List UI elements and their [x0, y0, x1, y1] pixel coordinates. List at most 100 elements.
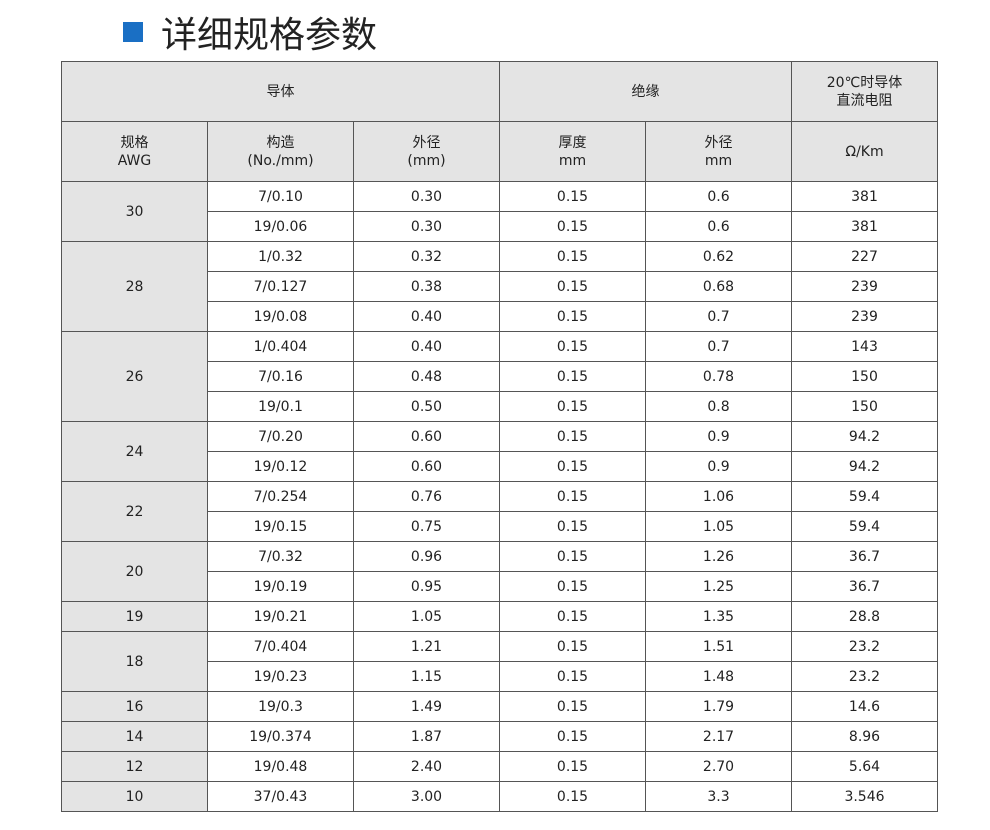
- data-cell: 19/0.23: [207, 661, 354, 692]
- data-cell: 0.15: [499, 541, 646, 572]
- data-row: 19/0.12 0.60 0.15 0.9 94.2: [62, 451, 938, 482]
- data-cell: 0.76: [353, 481, 500, 512]
- awg-cell: 24: [61, 421, 208, 482]
- data-cell: 1.49: [353, 691, 500, 722]
- cell-line: AWG: [117, 152, 152, 169]
- data-cell: 1.05: [645, 511, 792, 542]
- header-row: 导体 绝缘 20℃时导体 直流电阻: [61, 61, 938, 122]
- data-cell: 0.15: [499, 181, 646, 212]
- awg-cell: 22: [61, 481, 208, 542]
- data-cell: 7/0.10: [207, 181, 354, 212]
- cell-line: 导体: [266, 83, 295, 100]
- awg-cell: 26: [61, 331, 208, 422]
- cell-line: mm: [558, 152, 587, 169]
- data-cell: 381: [791, 211, 938, 242]
- data-cell: 1.15: [353, 661, 500, 692]
- header-cell: 20℃时导体 直流电阻: [791, 61, 938, 122]
- data-cell: 0.60: [353, 451, 500, 482]
- data-cell: 150: [791, 391, 938, 422]
- data-cell: 0.15: [499, 571, 646, 602]
- data-cell: 0.68: [645, 271, 792, 302]
- header-cell: 外径 (mm): [353, 121, 500, 182]
- data-cell: 0.8: [645, 391, 792, 422]
- data-cell: 19/0.19: [207, 571, 354, 602]
- data-cell: 0.78: [645, 361, 792, 392]
- data-cell: 36.7: [791, 571, 938, 602]
- data-cell: 0.15: [499, 721, 646, 752]
- data-cell: 19/0.48: [207, 751, 354, 782]
- data-row: 18 7/0.404 1.21 0.15 1.51 23.2: [61, 631, 938, 692]
- data-cell: 0.9: [645, 421, 792, 452]
- data-cell: 1.51: [645, 631, 792, 662]
- data-cell: 0.96: [353, 541, 500, 572]
- data-row: 28 1/0.32 0.32 0.15 0.62 227: [61, 241, 938, 332]
- cell-line: 绝缘: [631, 83, 660, 100]
- data-cell: 19/0.374: [207, 721, 354, 752]
- data-cell: 8.96: [791, 721, 938, 752]
- data-cell: 0.40: [353, 301, 500, 332]
- data-cell: 0.62: [645, 241, 792, 272]
- data-cell: 2.40: [353, 751, 500, 782]
- header-cell: 厚度 mm: [499, 121, 646, 182]
- header-cell: 导体: [61, 61, 500, 122]
- data-cell: 0.15: [499, 481, 646, 512]
- data-cell: 23.2: [791, 661, 938, 692]
- awg-cell: 19: [61, 601, 208, 632]
- data-cell: 19/0.21: [207, 601, 354, 632]
- data-cell: 0.15: [499, 511, 646, 542]
- data-cell: 1.79: [645, 691, 792, 722]
- spec-table: 导体 绝缘 20℃时导体 直流电阻 规格 AWG 构造 (No./mm) 外径 (mm) 厚度 mm 外…: [61, 61, 938, 812]
- data-row: 22 7/0.254 0.76 0.15 1.06 59.4: [61, 481, 938, 542]
- data-cell: 59.4: [791, 481, 938, 512]
- data-cell: 28.8: [791, 601, 938, 632]
- data-cell: 1.26: [645, 541, 792, 572]
- data-cell: 0.50: [353, 391, 500, 422]
- data-cell: 0.15: [499, 631, 646, 662]
- data-cell: 0.15: [499, 661, 646, 692]
- data-cell: 0.6: [645, 181, 792, 212]
- data-cell: 0.15: [499, 211, 646, 242]
- data-cell: 3.00: [353, 781, 500, 812]
- cell-line: (No./mm): [247, 152, 314, 169]
- header-row: 规格 AWG 构造 (No./mm) 外径 (mm) 厚度 mm 外径 mm Ω/Km: [61, 121, 938, 182]
- data-cell: 239: [791, 301, 938, 332]
- data-cell: 7/0.404: [207, 631, 354, 662]
- awg-cell: 14: [61, 721, 208, 752]
- cell-line: (mm): [407, 152, 446, 169]
- header-cell: 构造 (No./mm): [207, 121, 354, 182]
- data-cell: 37/0.43: [207, 781, 354, 812]
- data-cell: 7/0.254: [207, 481, 354, 512]
- data-cell: 0.15: [499, 241, 646, 272]
- data-cell: 0.15: [499, 301, 646, 332]
- data-cell: 5.64: [791, 751, 938, 782]
- data-cell: 7/0.20: [207, 421, 354, 452]
- awg-cell: 12: [61, 751, 208, 782]
- cell-line: 外径: [704, 134, 733, 151]
- data-row: 19 19/0.21 1.05 0.15 1.35 28.8: [61, 601, 938, 632]
- data-cell: 0.48: [353, 361, 500, 392]
- data-cell: 23.2: [791, 631, 938, 662]
- data-cell: 0.7: [645, 331, 792, 362]
- data-cell: 7/0.16: [207, 361, 354, 392]
- data-row: 16 19/0.3 1.49 0.15 1.79 14.6: [61, 691, 938, 722]
- data-cell: 143: [791, 331, 938, 362]
- data-cell: 19/0.12: [207, 451, 354, 482]
- page-title: 详细规格参数: [161, 15, 378, 56]
- header-cell: 绝缘: [499, 61, 792, 122]
- data-cell: 19/0.06: [207, 211, 354, 242]
- data-cell: 0.75: [353, 511, 500, 542]
- data-cell: 36.7: [791, 541, 938, 572]
- data-row: 19/0.1 0.50 0.15 0.8 150: [62, 391, 938, 422]
- data-cell: 1/0.32: [207, 241, 354, 272]
- data-row: 12 19/0.48 2.40 0.15 2.70 5.64: [61, 751, 938, 782]
- data-cell: 0.15: [499, 271, 646, 302]
- cell-line: 厚度: [558, 134, 587, 151]
- cell-line: mm: [704, 152, 733, 169]
- awg-cell: 18: [61, 631, 208, 692]
- data-cell: 19/0.3: [207, 691, 354, 722]
- data-cell: 3.3: [645, 781, 792, 812]
- data-row: 24 7/0.20 0.60 0.15 0.9 94.2: [61, 421, 938, 482]
- data-row: 19/0.23 1.15 0.15 1.48 23.2: [62, 661, 938, 692]
- data-cell: 59.4: [791, 511, 938, 542]
- data-row: 7/0.127 0.38 0.15 0.68 239: [62, 271, 938, 302]
